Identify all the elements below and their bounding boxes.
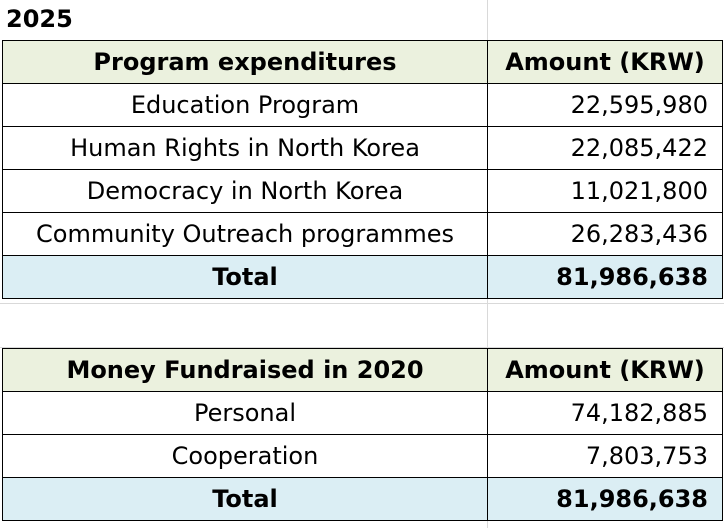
table-row: Human Rights in North Korea 22,085,422 (2, 126, 723, 170)
total-label-cell[interactable]: Total (2, 477, 488, 521)
total-amount-cell[interactable]: 81,986,638 (487, 477, 723, 521)
cell-label[interactable]: Democracy in North Korea (2, 169, 488, 213)
cell-amount[interactable]: 22,595,980 (487, 83, 723, 127)
table-row: Personal 74,182,885 (2, 391, 723, 435)
header-cell-label[interactable]: Money Fundraised in 2020 (2, 348, 488, 392)
cell-amount[interactable]: 7,803,753 (487, 434, 723, 478)
total-amount-cell[interactable]: 81,986,638 (487, 255, 723, 299)
total-row: Total 81,986,638 (2, 255, 723, 299)
cell-label[interactable]: Education Program (2, 83, 488, 127)
cell-label[interactable]: Personal (2, 391, 488, 435)
cell-label[interactable]: Cooperation (2, 434, 488, 478)
cell-label[interactable]: Human Rights in North Korea (2, 126, 488, 170)
cell-amount[interactable]: 11,021,800 (487, 169, 723, 213)
cell-amount[interactable]: 22,085,422 (487, 126, 723, 170)
header-cell-label[interactable]: Program expenditures (2, 40, 488, 84)
sheet-gridline (0, 347, 724, 348)
table-row: Cooperation 7,803,753 (2, 434, 723, 478)
table-header-row: Money Fundraised in 2020 Amount (KRW) (2, 348, 723, 392)
table-row: Education Program 22,595,980 (2, 83, 723, 127)
cell-amount[interactable]: 74,182,885 (487, 391, 723, 435)
year-title: 2025 (6, 5, 73, 33)
cell-amount[interactable]: 26,283,436 (487, 212, 723, 256)
total-row: Total 81,986,638 (2, 477, 723, 521)
total-label-cell[interactable]: Total (2, 255, 488, 299)
table-row: Community Outreach programmes 26,283,436 (2, 212, 723, 256)
sheet-gridline (0, 303, 724, 304)
header-cell-amount[interactable]: Amount (KRW) (487, 348, 723, 392)
header-cell-amount[interactable]: Amount (KRW) (487, 40, 723, 84)
cell-label[interactable]: Community Outreach programmes (2, 212, 488, 256)
table-header-row: Program expenditures Amount (KRW) (2, 40, 723, 84)
table-row: Democracy in North Korea 11,021,800 (2, 169, 723, 213)
money-fundraised-table: Money Fundraised in 2020 Amount (KRW) Pe… (2, 348, 723, 521)
program-expenditures-table: Program expenditures Amount (KRW) Educat… (2, 40, 723, 299)
